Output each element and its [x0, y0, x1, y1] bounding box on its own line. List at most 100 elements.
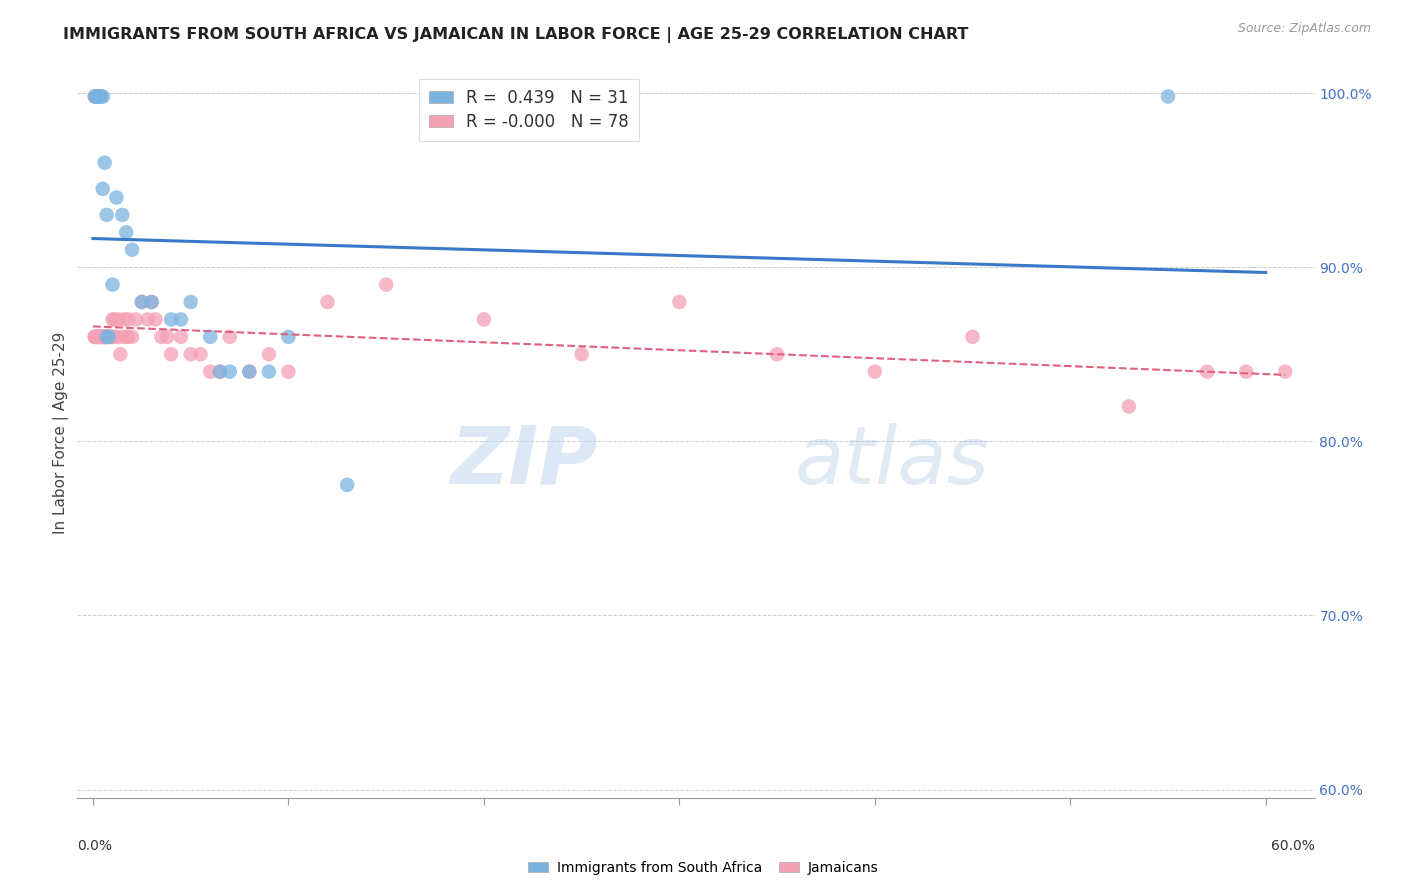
Point — [91, 330, 114, 344]
Text: Source: ZipAtlas.com: Source: ZipAtlas.com — [1237, 22, 1371, 36]
Point — [257, 347, 280, 361]
Legend: R =  0.439   N = 31, R = -0.000   N = 78: R = 0.439 N = 31, R = -0.000 N = 78 — [419, 78, 638, 141]
Point — [238, 365, 260, 379]
Point — [375, 277, 398, 292]
Point — [145, 312, 167, 326]
Text: IMMIGRANTS FROM SOUTH AFRICA VS JAMAICAN IN LABOR FORCE | AGE 25-29 CORRELATION : IMMIGRANTS FROM SOUTH AFRICA VS JAMAICAN… — [63, 27, 969, 43]
Point — [208, 365, 231, 379]
Point — [86, 330, 108, 344]
Point — [472, 312, 495, 326]
Point — [101, 330, 124, 344]
Point — [125, 312, 148, 326]
Point — [84, 89, 107, 103]
Point — [1118, 400, 1140, 414]
Point — [86, 330, 108, 344]
Point — [1274, 365, 1296, 379]
Point — [136, 312, 159, 326]
Point — [200, 330, 222, 344]
Point — [180, 347, 202, 361]
Point — [90, 330, 112, 344]
Point — [90, 330, 112, 344]
Point — [141, 295, 163, 310]
Point — [90, 330, 112, 344]
Point — [84, 89, 107, 103]
Point — [101, 330, 124, 344]
Point — [101, 312, 124, 326]
Point — [93, 330, 115, 344]
Point — [218, 365, 240, 379]
Point — [91, 182, 114, 196]
Point — [96, 330, 118, 344]
Point — [105, 190, 128, 204]
Point — [1234, 365, 1257, 379]
Point — [84, 330, 107, 344]
Point — [257, 365, 280, 379]
Point — [87, 89, 110, 103]
Point — [131, 295, 153, 310]
Point — [208, 365, 231, 379]
Point — [84, 330, 107, 344]
Point — [90, 330, 112, 344]
Point — [107, 312, 129, 326]
Point — [150, 330, 173, 344]
Point — [1197, 365, 1219, 379]
Point — [91, 330, 114, 344]
Point — [336, 478, 359, 492]
Point — [170, 330, 193, 344]
Point — [121, 330, 143, 344]
Point — [93, 330, 115, 344]
Point — [101, 277, 124, 292]
Point — [96, 330, 118, 344]
Point — [131, 295, 153, 310]
Point — [160, 312, 183, 326]
Point — [110, 347, 132, 361]
Point — [87, 89, 110, 103]
Point — [100, 330, 122, 344]
Point — [91, 89, 114, 103]
Point — [96, 330, 118, 344]
Point — [962, 330, 984, 344]
Point — [117, 330, 139, 344]
Point — [87, 330, 110, 344]
Point — [87, 330, 110, 344]
Point — [86, 330, 108, 344]
Point — [115, 330, 138, 344]
Point — [93, 330, 115, 344]
Point — [87, 330, 110, 344]
Point — [87, 330, 110, 344]
Point — [91, 330, 114, 344]
Point — [96, 208, 118, 222]
Point — [97, 330, 120, 344]
Point — [156, 330, 179, 344]
Point — [117, 312, 139, 326]
Point — [100, 330, 122, 344]
Point — [121, 243, 143, 257]
Point — [115, 225, 138, 239]
Point — [86, 89, 108, 103]
Point — [766, 347, 789, 361]
Point — [111, 208, 134, 222]
Point — [863, 365, 886, 379]
Point — [277, 330, 299, 344]
Point — [90, 89, 112, 103]
Point — [86, 89, 108, 103]
Point — [86, 330, 108, 344]
Point — [141, 295, 163, 310]
Point — [111, 330, 134, 344]
Point — [218, 330, 240, 344]
Text: 60.0%: 60.0% — [1271, 838, 1315, 853]
Point — [277, 365, 299, 379]
Point — [200, 365, 222, 379]
Point — [190, 347, 212, 361]
Point — [180, 295, 202, 310]
Y-axis label: In Labor Force | Age 25-29: In Labor Force | Age 25-29 — [52, 332, 69, 533]
Point — [571, 347, 593, 361]
Legend: Immigrants from South Africa, Jamaicans: Immigrants from South Africa, Jamaicans — [522, 855, 884, 880]
Point — [170, 312, 193, 326]
Point — [84, 89, 107, 103]
Point — [316, 295, 339, 310]
Point — [668, 295, 690, 310]
Point — [97, 330, 120, 344]
Point — [96, 330, 118, 344]
Point — [238, 365, 260, 379]
